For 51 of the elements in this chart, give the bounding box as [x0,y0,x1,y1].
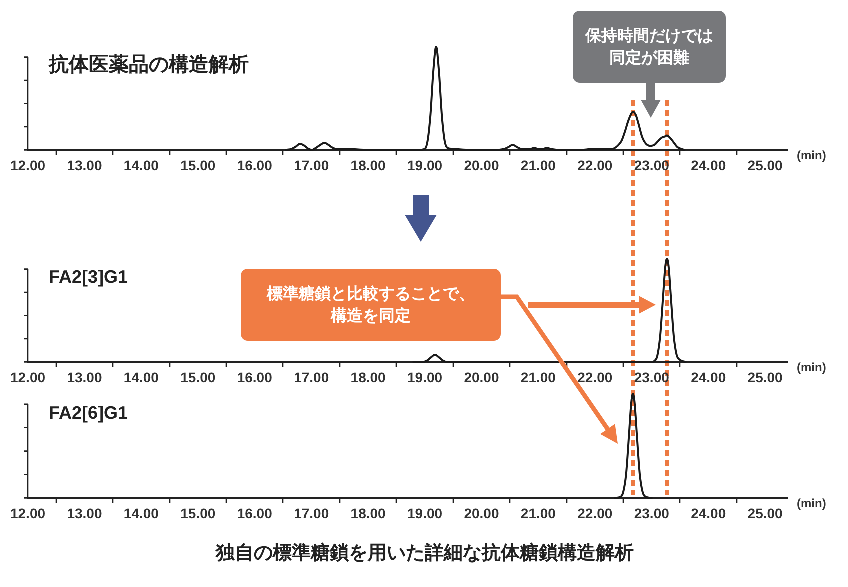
x-tick-label: 12.00 [10,157,46,174]
x-tick-label: 19.00 [407,369,443,386]
x-tick-label: 14.00 [124,157,160,174]
x-tick-label: 12.00 [10,369,46,386]
text: 独自の標準糖鎖を用いた詳細な抗体糖鎖構造解析 [216,542,634,565]
x-tick-label: 19.00 [407,157,443,174]
x-tick-label: 17.00 [294,157,330,174]
x-tick-label: 17.00 [294,369,330,386]
x-tick-label: 21.00 [520,369,556,386]
x-tick-label: 24.00 [691,157,726,174]
x-tick-label: 24.00 [691,505,726,522]
x-tick-label: 21.00 [520,157,556,174]
x-tick-label: 20.00 [464,369,500,386]
x-tick-label: 23.00 [634,157,670,174]
x-tick-label: 18.00 [350,505,386,522]
annotation: 保持時間だけでは同定が困難 [584,25,714,69]
x-tick-label: 22.00 [578,505,613,522]
chart-title: FA2[3]G1 [49,267,128,288]
x-tick-label: 16.00 [237,505,273,522]
x-tick-label: 18.00 [350,157,386,174]
x-tick-label: 19.00 [407,505,443,522]
x-tick-label: 23.00 [634,369,670,386]
x-tick-label: 12.00 [10,505,46,522]
x-tick-label: 20.00 [464,505,500,522]
x-axis-title: (min) [797,360,826,375]
x-tick-label: 24.00 [691,369,726,386]
x-axis-title: (min) [797,148,826,163]
x-tick-label: 16.00 [237,369,273,386]
x-tick-label: 13.00 [67,369,102,386]
x-tick-label: 20.00 [464,157,500,174]
x-tick-label: 22.00 [578,157,613,174]
x-tick-label: 14.00 [124,505,160,522]
chart-title: 抗体医薬品の構造解析 [49,54,249,77]
x-tick-label: 25.00 [748,157,784,174]
x-tick-label: 14.00 [124,369,160,386]
x-tick-label: 13.00 [67,157,102,174]
x-tick-label: 16.00 [237,157,273,174]
x-tick-label: 21.00 [520,505,556,522]
x-tick-label: 15.00 [180,157,216,174]
x-axis-title: (min) [797,496,826,511]
annotation: 標準糖鎖と比較することで、構造を同定 [266,283,476,327]
x-tick-label: 22.00 [578,369,613,386]
x-tick-label: 13.00 [67,505,102,522]
text: FA2[6]G1 [49,403,128,424]
x-tick-label: 18.00 [350,369,386,386]
x-tick-label: 25.00 [748,369,784,386]
x-tick-label: 15.00 [180,369,216,386]
x-tick-label: 17.00 [294,505,330,522]
x-tick-label: 25.00 [748,505,784,522]
x-tick-label: 23.00 [634,505,670,522]
x-tick-label: 15.00 [180,505,216,522]
